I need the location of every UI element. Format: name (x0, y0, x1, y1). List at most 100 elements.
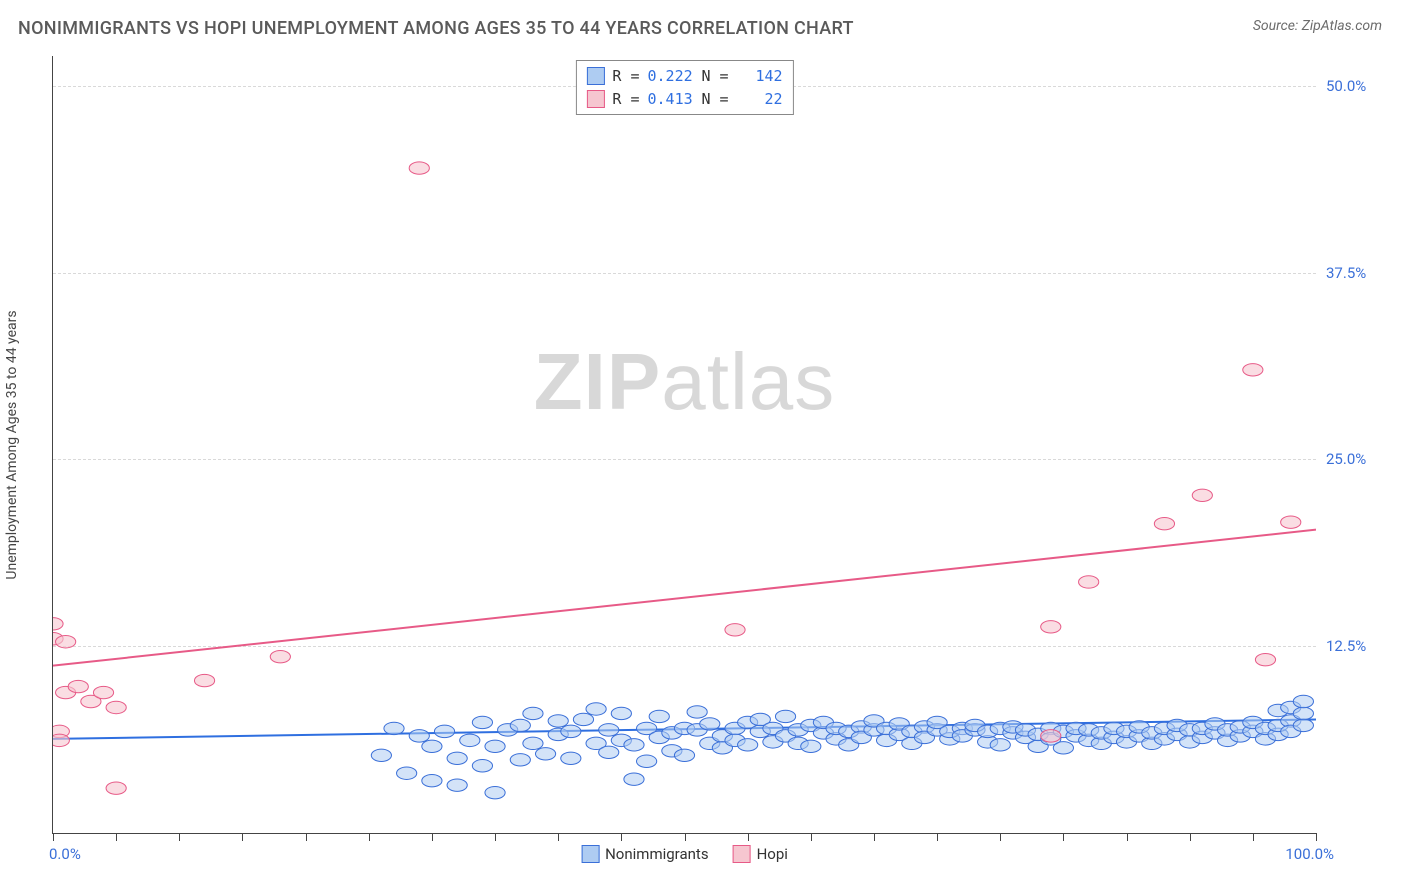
x-tick (558, 833, 559, 841)
plot-wrap: Unemployment Among Ages 35 to 44 years Z… (38, 56, 1316, 834)
y-tick-label: 37.5% (1326, 264, 1390, 282)
data-point (106, 782, 126, 794)
data-point (1255, 653, 1275, 665)
x-tick (116, 833, 117, 841)
data-point (397, 767, 417, 779)
x-tick (242, 833, 243, 841)
chart-source: Source: ZipAtlas.com (1253, 18, 1382, 34)
data-point (637, 755, 657, 767)
data-point (510, 719, 530, 731)
data-point (801, 740, 821, 752)
x-tick (685, 833, 686, 841)
legend-label: Nonimmigrants (605, 845, 708, 863)
x-tick (1127, 833, 1128, 841)
data-point (409, 730, 429, 742)
plot-area: ZIPatlas R =0.222N =142R =0.413N =22 0.0… (52, 56, 1316, 834)
x-tick (1316, 833, 1317, 841)
y-axis-label: Unemployment Among Ages 35 to 44 years (4, 310, 20, 579)
data-point (1041, 730, 1061, 742)
legend-swatch (581, 845, 599, 863)
x-tick (53, 833, 54, 841)
data-point (725, 624, 745, 636)
legend-stat-row: R =0.222N =142 (586, 65, 782, 88)
data-point (1293, 719, 1313, 731)
data-point (624, 739, 644, 751)
data-point (674, 749, 694, 761)
x-tick (621, 833, 622, 841)
data-point (1079, 576, 1099, 588)
data-point (1192, 489, 1212, 501)
x-tick (432, 833, 433, 841)
legend-swatch (733, 845, 751, 863)
data-point (1243, 364, 1263, 376)
data-point (485, 740, 505, 752)
data-point (775, 710, 795, 722)
x-tick (1190, 833, 1191, 841)
data-point (624, 773, 644, 785)
data-point (422, 740, 442, 752)
data-point (447, 752, 467, 764)
x-tick (1063, 833, 1064, 841)
data-point (510, 754, 530, 766)
x-tick (1253, 833, 1254, 841)
data-point (1281, 516, 1301, 528)
data-point (611, 707, 631, 719)
scatter-plot (53, 56, 1316, 833)
data-point (523, 737, 543, 749)
data-point (523, 707, 543, 719)
data-point (409, 162, 429, 174)
data-point (447, 779, 467, 791)
data-point (53, 618, 63, 630)
x-tick (179, 833, 180, 841)
data-point (1154, 517, 1174, 529)
x-tick (874, 833, 875, 841)
data-point (68, 680, 88, 692)
legend-swatch (586, 67, 604, 85)
legend-stats: R =0.222N =142R =0.413N =22 (575, 60, 793, 115)
y-tick-label: 12.5% (1326, 637, 1390, 655)
data-point (1041, 621, 1061, 633)
data-point (649, 710, 669, 722)
data-point (700, 718, 720, 730)
x-tick (495, 833, 496, 841)
data-point (535, 748, 555, 760)
data-point (561, 752, 581, 764)
legend-swatch (586, 90, 604, 108)
data-point (56, 636, 76, 648)
data-point (599, 746, 619, 758)
legend-item: Nonimmigrants (581, 845, 708, 863)
data-point (1293, 695, 1313, 707)
data-point (434, 725, 454, 737)
data-point (53, 734, 69, 746)
legend-series: Nonimmigrants Hopi (581, 845, 788, 863)
data-point (194, 674, 214, 686)
x-tick (369, 833, 370, 841)
data-point (561, 725, 581, 737)
data-point (93, 686, 113, 698)
data-point (687, 706, 707, 718)
data-point (270, 650, 290, 662)
data-point (586, 703, 606, 715)
data-point (1293, 707, 1313, 719)
data-point (472, 760, 492, 772)
legend-label: Hopi (757, 845, 788, 863)
data-point (422, 774, 442, 786)
x-min-label: 0.0% (49, 845, 81, 863)
data-point (472, 716, 492, 728)
chart-title: NONIMMIGRANTS VS HOPI UNEMPLOYMENT AMONG… (18, 18, 854, 39)
x-tick (748, 833, 749, 841)
data-point (599, 724, 619, 736)
legend-item: Hopi (733, 845, 788, 863)
data-point (990, 739, 1010, 751)
regression-line (53, 530, 1316, 666)
data-point (1053, 742, 1073, 754)
chart-header: NONIMMIGRANTS VS HOPI UNEMPLOYMENT AMONG… (0, 0, 1406, 39)
x-max-label: 100.0% (1285, 845, 1334, 863)
x-tick (1000, 833, 1001, 841)
data-point (738, 739, 758, 751)
x-tick (811, 833, 812, 841)
data-point (384, 722, 404, 734)
x-tick (306, 833, 307, 841)
y-tick-label: 50.0% (1326, 77, 1390, 95)
data-point (573, 713, 593, 725)
